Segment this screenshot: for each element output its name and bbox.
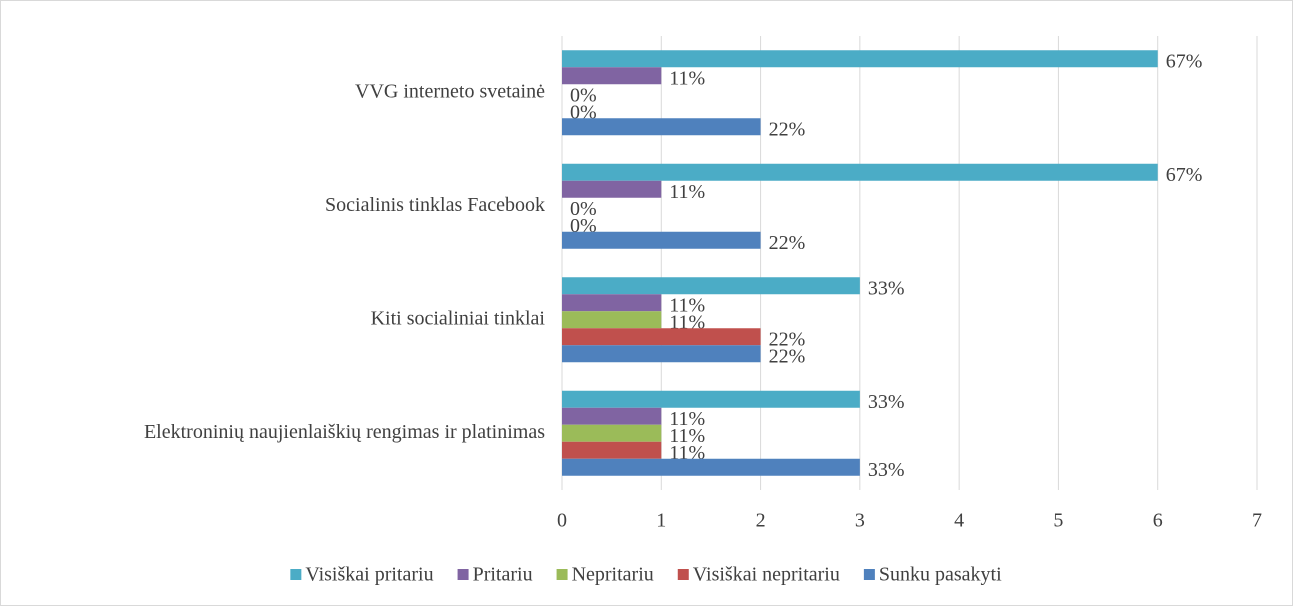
bar (562, 345, 761, 363)
x-tick-label: 1 (656, 510, 666, 532)
legend-label: Visiškai nepritariu (693, 564, 840, 586)
legend-swatch (457, 569, 469, 580)
data-label: 11% (669, 425, 705, 447)
data-label: 0% (570, 198, 597, 220)
data-label: 11% (669, 67, 705, 89)
legend-label: Sunku pasakyti (879, 564, 1002, 586)
legend-swatch (863, 569, 875, 580)
legend-swatch (556, 569, 568, 580)
data-label: 22% (769, 232, 806, 254)
data-label: 11% (669, 181, 705, 203)
bar (562, 163, 1158, 181)
data-label: 67% (1166, 50, 1203, 72)
bar (562, 118, 761, 136)
bar (562, 407, 662, 425)
bar (562, 50, 1158, 68)
data-label: 11% (669, 294, 705, 316)
data-label: 67% (1166, 164, 1203, 186)
legend-swatch (677, 569, 689, 580)
data-label: 11% (669, 442, 705, 464)
bar (562, 311, 662, 329)
y-tick-label: Kiti socialiniai tinklai (371, 307, 546, 329)
data-label: 11% (669, 311, 705, 333)
y-tick-label: Socialinis tinklas Facebook (325, 194, 545, 216)
legend-swatch (290, 569, 302, 580)
data-label: 0% (570, 215, 597, 237)
x-tick-label: 6 (1153, 510, 1163, 532)
data-label: 22% (769, 328, 806, 350)
x-tick-label: 7 (1252, 510, 1262, 532)
bar (562, 277, 860, 295)
data-label: 11% (669, 408, 705, 430)
legend-label: Visiškai pritariu (305, 564, 433, 586)
data-label: 0% (570, 101, 597, 123)
bar (562, 67, 662, 85)
bar (562, 458, 860, 476)
x-tick-label: 0 (557, 510, 567, 532)
data-label: 33% (868, 459, 905, 481)
y-tick-label: Elektroninių naujienlaiškių rengimas ir … (144, 421, 545, 443)
bar (562, 231, 761, 249)
x-tick-label: 3 (855, 510, 865, 532)
bar (562, 424, 662, 442)
data-label: 22% (769, 345, 806, 367)
data-label: 22% (769, 118, 806, 140)
data-label: 33% (868, 391, 905, 413)
legend-label: Nepritariu (572, 564, 654, 586)
data-label: 0% (570, 84, 597, 106)
bar (562, 328, 761, 346)
x-tick-label: 2 (756, 510, 766, 532)
data-label: 33% (868, 277, 905, 299)
bar (562, 180, 662, 198)
x-tick-label: 4 (954, 510, 964, 532)
bar (562, 294, 662, 312)
x-tick-label: 5 (1053, 510, 1063, 532)
y-tick-label: VVG interneto svetainė (355, 80, 545, 102)
legend-label: Pritariu (473, 564, 533, 586)
bar (562, 441, 662, 459)
bar (562, 390, 860, 408)
